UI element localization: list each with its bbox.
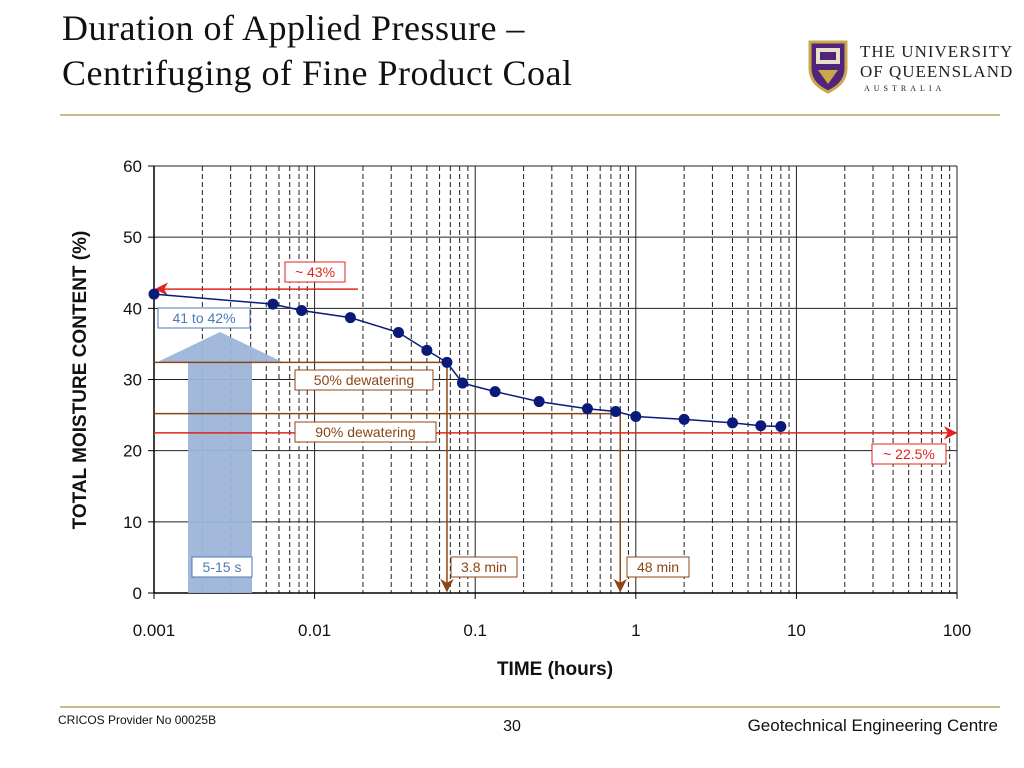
- annotation-50-dewatering: 50% dewatering: [314, 372, 414, 388]
- x-tick-label: 0.001: [133, 621, 176, 640]
- x-tick-label: 10: [787, 621, 806, 640]
- annotation-5-15-s: 5-15 s: [203, 559, 242, 575]
- annotation-back-layer: [154, 282, 958, 593]
- moisture-data-point: [456, 377, 468, 389]
- annotation-48-min-box: [626, 556, 690, 578]
- annotation-approx-22-5: ~ 22.5%: [883, 446, 935, 462]
- x-tick-label: 0.1: [463, 621, 487, 640]
- moisture-chart: 0 10 20 30 40 50 60 0.001 0.01 0.1 1 10 100 ~ 43% 41 …: [70, 157, 971, 680]
- annotation-3-8-min-box: [450, 556, 518, 578]
- annotation-48-min: 48 min: [637, 559, 679, 575]
- grid-layer: [153, 165, 958, 594]
- annotation-approx-43-box: [284, 261, 346, 283]
- y-tick-label: 60: [123, 157, 142, 176]
- x-axis-label: TIME (hours): [497, 659, 613, 680]
- moisture-data-point: [421, 344, 433, 356]
- duration-up-arrow: [158, 332, 282, 593]
- y-tick-label: 10: [123, 513, 142, 532]
- y-tick-label: 0: [133, 584, 142, 603]
- annotation-3-8-min: 3.8 min: [461, 559, 507, 575]
- moisture-data-point: [610, 406, 622, 418]
- title-divider: [60, 114, 1000, 116]
- annotation-50-dewatering-box: [294, 369, 434, 391]
- logo-line-2: OF QUEENSLAND: [860, 62, 1014, 81]
- axes-layer: 0 10 20 30 40 50 60 0.001 0.01 0.1 1 10 100: [123, 157, 971, 640]
- moisture-data-point: [581, 403, 593, 415]
- moisture-data-point: [678, 413, 690, 425]
- x-tick-label: 1: [631, 621, 640, 640]
- moisture-data-point: [489, 386, 501, 398]
- annotation-90-dewatering-box: [294, 421, 437, 443]
- y-tick-label: 20: [123, 442, 142, 461]
- title-line-2: Centrifuging of Fine Product Coal: [62, 53, 573, 93]
- y-tick-label: 30: [123, 371, 142, 390]
- series-layer: [148, 288, 787, 432]
- annotation-90-dewatering: 90% dewatering: [315, 424, 415, 440]
- logo-line-1: THE UNIVERSITY: [860, 42, 1014, 61]
- annotation-41-to-42: 41 to 42%: [172, 310, 235, 326]
- moisture-data-point: [755, 420, 767, 432]
- moisture-data-point: [775, 420, 787, 432]
- moisture-data-point: [344, 312, 356, 324]
- crest-icon: [808, 40, 848, 94]
- logo-line-3: AUSTRALIA: [864, 84, 946, 93]
- university-logo: THE UNIVERSITY OF QUEENSLAND AUSTRALIA: [806, 36, 1012, 100]
- footer-divider: [60, 706, 1000, 708]
- title-line-1: Duration of Applied Pressure –: [62, 8, 525, 48]
- moisture-data-point: [296, 304, 308, 316]
- moisture-data-point: [148, 288, 160, 300]
- y-tick-label: 40: [123, 299, 142, 318]
- y-axis-label: TOTAL MOISTURE CONTENT (%): [70, 231, 91, 530]
- annotation-41-to-42-box: [157, 307, 251, 329]
- moisture-data-point: [441, 356, 453, 368]
- annotation-5-15-s-box: [191, 556, 253, 578]
- x-tick-label: 100: [943, 621, 971, 640]
- x-tick-label: 0.01: [298, 621, 331, 640]
- moisture-data-point: [630, 411, 642, 423]
- cricos-text: CRICOS Provider No 00025B: [58, 713, 217, 727]
- moisture-data-point: [267, 298, 279, 310]
- y-tick-label: 50: [123, 228, 142, 247]
- slide-title: Duration of Applied Pressure – Centrifug…: [62, 6, 572, 96]
- moisture-data-point: [533, 396, 545, 408]
- centre-name: Geotechnical Engineering Centre: [747, 716, 998, 735]
- page-number: 30: [503, 718, 521, 735]
- annotation-approx-22-5-box: [871, 443, 947, 465]
- moisture-data-point: [393, 327, 405, 339]
- annotation-front-layer: ~ 43% 41 to 42% 50% dewatering 90% dewateri…: [157, 261, 947, 578]
- moisture-data-point: [726, 417, 738, 429]
- annotation-approx-43: ~ 43%: [295, 264, 335, 280]
